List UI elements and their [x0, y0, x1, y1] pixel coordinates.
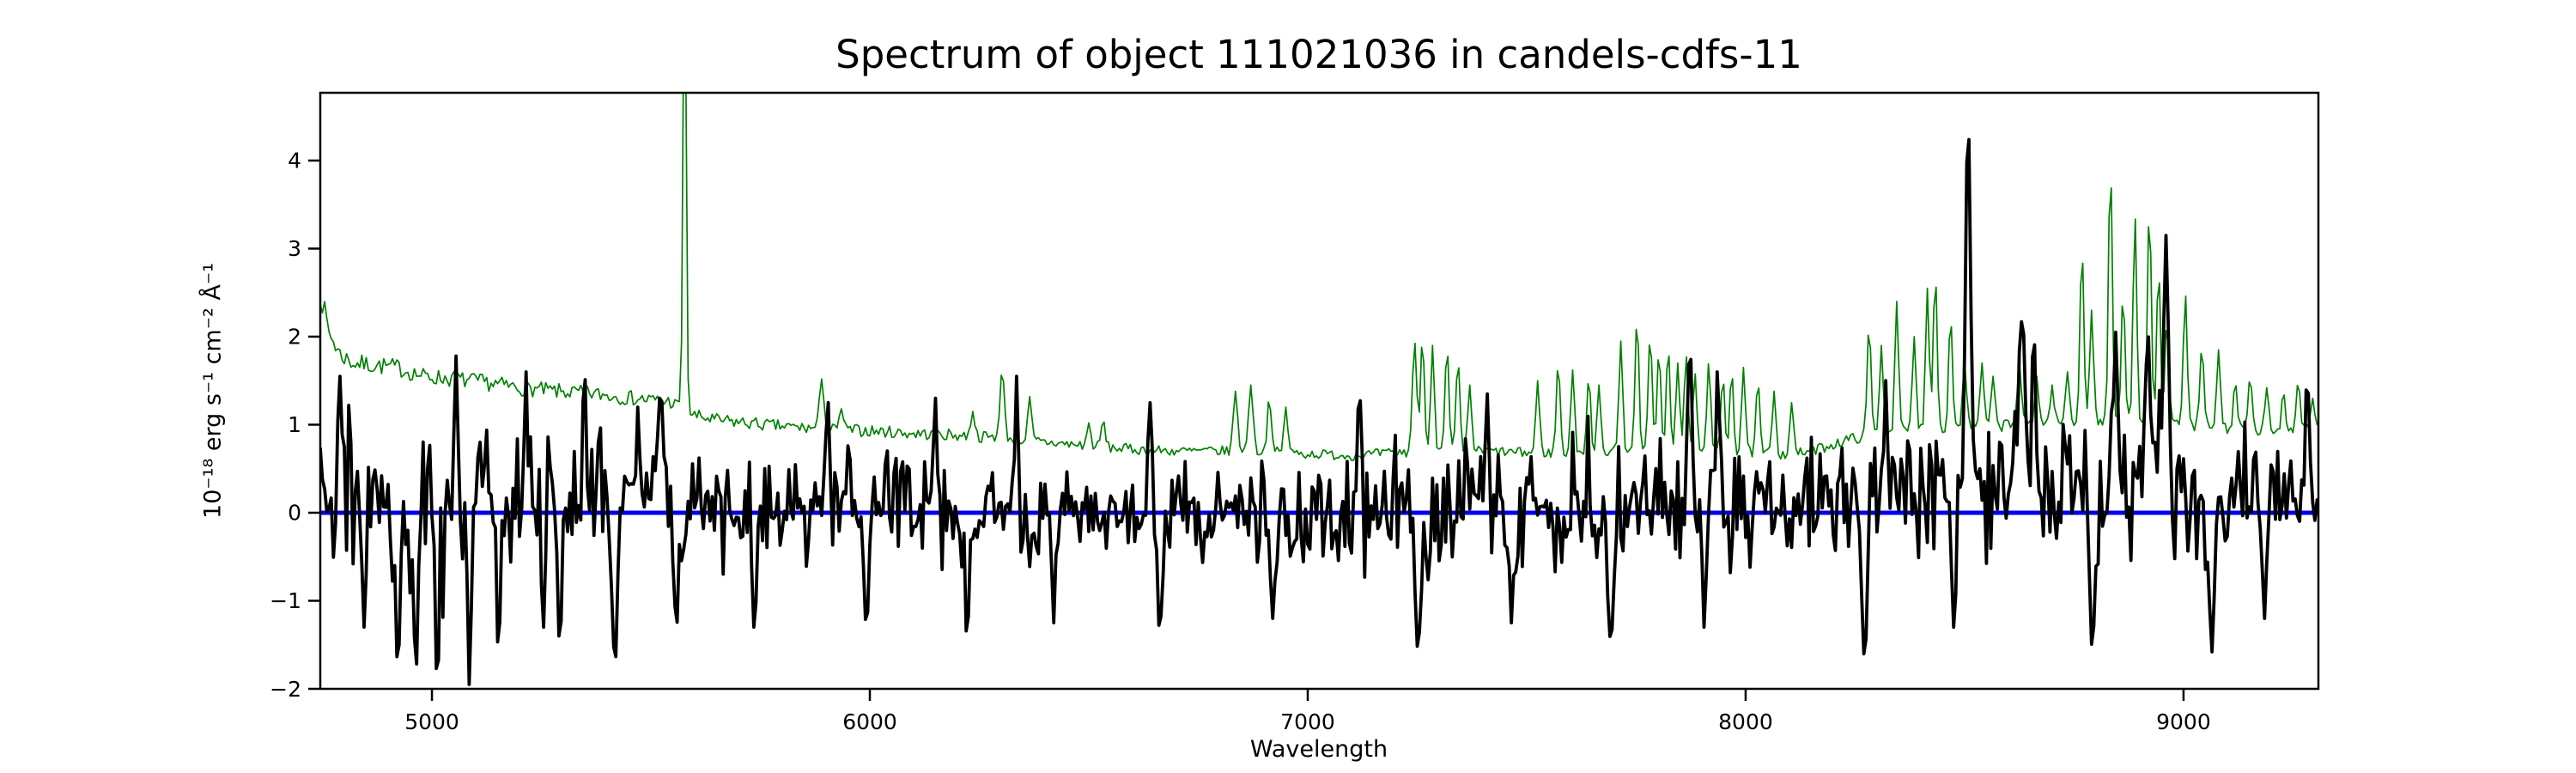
chart-title: Spectrum of object 111021036 in candels-… [835, 32, 1802, 77]
x-tick-label: 7000 [1280, 709, 1335, 734]
x-tick-label: 8000 [1718, 709, 1773, 734]
y-tick-label: 3 [288, 236, 301, 261]
y-axis-ticks: −2 −1 0 1 2 3 4 [270, 149, 320, 702]
x-tick-label: 5000 [404, 709, 459, 734]
plot-area-border [319, 91, 2320, 691]
y-tick-label: 4 [288, 149, 301, 173]
y-tick-label: 1 [288, 412, 301, 437]
x-axis-ticks: 5000 6000 7000 8000 9000 [404, 689, 2211, 734]
y-tick-label: −1 [270, 588, 301, 613]
y-tick-label: −2 [270, 677, 301, 702]
y-axis-label: 10⁻¹⁸ erg s⁻¹ cm⁻² Å⁻¹ [198, 263, 226, 519]
x-tick-label: 9000 [2156, 709, 2211, 734]
x-tick-label: 6000 [842, 709, 897, 734]
object-flux-spectrum-line [320, 137, 2318, 686]
y-tick-label: 2 [288, 325, 301, 350]
y-tick-label: 0 [288, 501, 301, 526]
sky-error-spectrum-line [320, 93, 2318, 461]
x-axis-label: Wavelength [1250, 736, 1388, 763]
series-group [320, 93, 2318, 686]
